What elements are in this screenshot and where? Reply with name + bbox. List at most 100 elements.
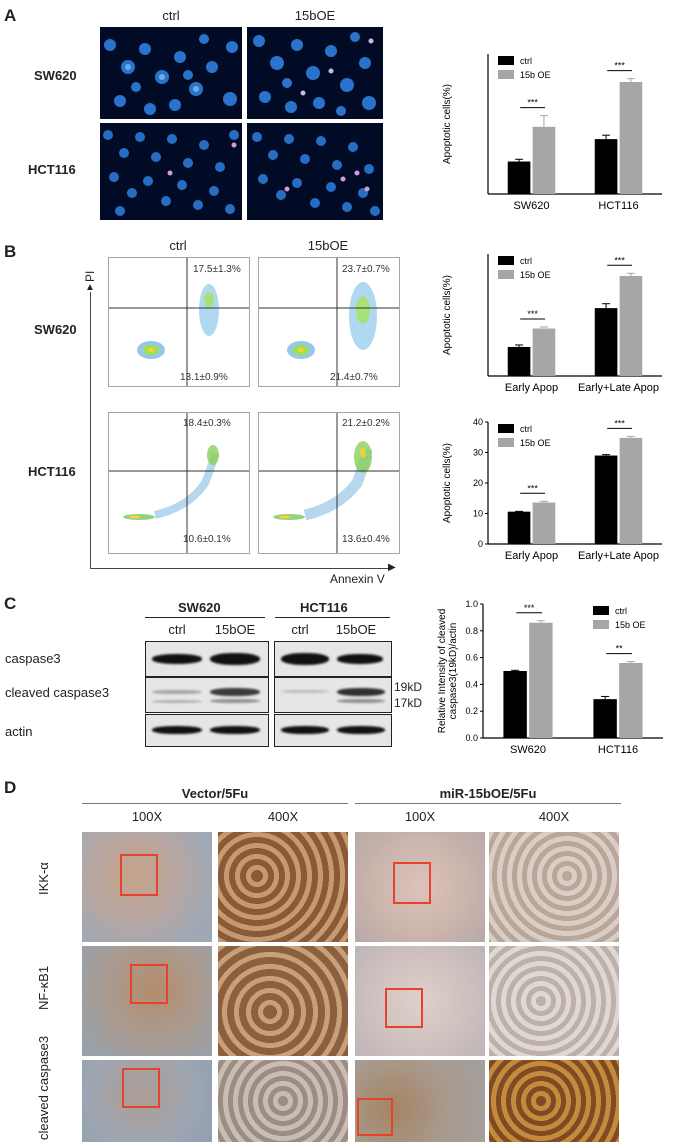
quad-ur-hct116-ctrl: 18.4±0.3% (183, 418, 231, 429)
significance-mark: *** (614, 255, 625, 265)
legend-label: ctrl (520, 256, 532, 266)
bar-15b-oe (619, 82, 643, 194)
ihc-cleaved-vector-100x (82, 1060, 212, 1142)
dapi-image-sw620-oe (247, 27, 383, 119)
y-axis-label: Apoptotic cells(%) (442, 84, 453, 164)
legend-swatch (498, 256, 514, 265)
legend-swatch (498, 438, 514, 447)
ihc-ikk-mir15b-400x (489, 832, 619, 942)
legend-label: ctrl (520, 56, 532, 66)
stain-label-nfkb1: NF-κB1 (36, 965, 51, 1010)
group-label-vector: Vector/5Fu (181, 786, 249, 801)
significance-mark: ** (616, 644, 624, 654)
row-label-hct116-b: HCT116 (28, 464, 76, 479)
legend-swatch (498, 424, 514, 433)
x-tick-label: Early+Late Apop (578, 550, 659, 562)
blot-actin-hct116 (274, 714, 392, 747)
cell-line-label-sw620: SW620 (178, 600, 221, 615)
lane-label-sw620-ctrl: ctrl (168, 622, 186, 637)
y-axis-label: Apoptotic cells(%) (442, 275, 453, 355)
ihc-nfkb1-vector-400x (218, 946, 348, 1056)
y-tick-label: 0 (478, 539, 483, 549)
x-tick-label: Early Apop (505, 382, 558, 394)
facs-plot-hct116-oe (258, 412, 400, 554)
panel-label-b: B (4, 242, 17, 261)
bar-ctrl (594, 139, 618, 194)
quad-ur-sw620-oe: 23.7±0.7% (342, 264, 390, 275)
mag-label-vector-400x: 400X (267, 809, 299, 824)
bar-15b-oe (532, 126, 556, 194)
bar-ctrl (507, 511, 531, 544)
legend-swatch (498, 56, 514, 65)
y-tick-label: 0.8 (465, 626, 478, 636)
bar-ctrl (507, 161, 531, 194)
bracket-sw620 (145, 617, 265, 618)
lane-label-hct116-oe: 15bOE (335, 622, 377, 637)
col-label-oe-a: 15bOE (294, 8, 336, 23)
legend-swatch (498, 70, 514, 79)
y-axis-label: Relative Intensity of cleaved (437, 609, 448, 734)
facs-xaxis-line (90, 568, 390, 569)
marker-19kd: 19kD (394, 680, 423, 694)
ihc-ikk-mir15b-100x (355, 832, 485, 942)
dapi-image-hct116-ctrl (100, 123, 242, 220)
ihc-nfkb1-mir15b-400x (489, 946, 619, 1056)
legend-label: ctrl (520, 424, 532, 434)
x-tick-label: SW620 (510, 744, 546, 756)
quad-lr-hct116-ctrl: 10.6±0.1% (183, 534, 231, 545)
mag-label-mir15b-400x: 400X (538, 809, 570, 824)
legend-label: 15b OE (615, 620, 646, 630)
panel-label-d: D (4, 778, 17, 797)
row-label-sw620-b: SW620 (34, 322, 77, 337)
blot-actin-sw620 (145, 714, 269, 747)
significance-mark: *** (524, 603, 535, 613)
significance-mark: *** (614, 61, 625, 71)
group-underline-mir15b (355, 803, 621, 804)
group-underline-vector (82, 803, 348, 804)
panel-label-a: A (4, 6, 17, 25)
legend-label: 15b OE (520, 270, 551, 280)
blot-label-actin: actin (5, 724, 33, 739)
bar-15b-oe (619, 437, 643, 544)
y-tick-label: 30 (473, 448, 483, 458)
ihc-nfkb1-vector-100x (82, 946, 212, 1056)
facs-yaxis-arrow: ▲ (85, 282, 95, 293)
chart-c: 0.0 0.2 0.4 0.6 0.8 1.0 Relative Intensity of … (437, 599, 663, 756)
y-tick-label: 40 (473, 417, 483, 427)
facs-plot-sw620-oe (258, 257, 400, 387)
bar-ctrl (593, 699, 617, 738)
quad-lr-sw620-oe: 21.4±0.7% (330, 372, 378, 383)
legend-label: ctrl (615, 606, 627, 616)
bar-15b-oe (619, 662, 643, 738)
mag-label-vector-100x: 100X (131, 809, 163, 824)
significance-mark: *** (527, 98, 538, 108)
y-axis-label: Apoptotic cells(%) (442, 443, 453, 523)
bar-15b-oe (532, 328, 556, 376)
bar-ctrl (594, 455, 618, 544)
facs-yaxis-label: PI (83, 270, 97, 282)
legend-label: 15b OE (520, 70, 551, 80)
y-tick-label: 1.0 (465, 599, 478, 609)
stain-label-ikk: IKK-α (36, 862, 51, 895)
bar-15b-oe (529, 622, 553, 738)
bar-15b-oe (619, 275, 643, 376)
blot-caspase3-sw620 (145, 641, 269, 677)
blot-caspase3-hct116 (274, 641, 392, 677)
ihc-nfkb1-mir15b-100x (355, 946, 485, 1056)
facs-plot-hct116-ctrl (108, 412, 250, 554)
dapi-image-hct116-oe (247, 123, 383, 220)
panel-label-c: C (4, 594, 17, 613)
group-label-mir15b: miR-15bOE/5Fu (439, 786, 537, 801)
blot-label-caspase3: caspase3 (5, 651, 61, 666)
stain-label-cleaved: cleaved caspase3 (36, 1035, 51, 1140)
cell-line-label-hct116: HCT116 (300, 600, 348, 615)
quad-lr-sw620-ctrl: 13.1±0.9% (180, 372, 228, 383)
ihc-ikk-vector-400x (218, 832, 348, 942)
quad-lr-hct116-oe: 13.6±0.4% (342, 534, 390, 545)
y-tick-label: 0.4 (465, 679, 478, 689)
y-tick-label: 10 (473, 509, 483, 519)
chart-a: Apoptotic cells(%) *** SW620 *** HCT116 ctrl 1… (442, 54, 662, 212)
col-label-ctrl-b: ctrl (169, 238, 187, 253)
row-label-hct116-a: HCT116 (28, 162, 76, 177)
facs-plot-sw620-ctrl (108, 257, 250, 387)
